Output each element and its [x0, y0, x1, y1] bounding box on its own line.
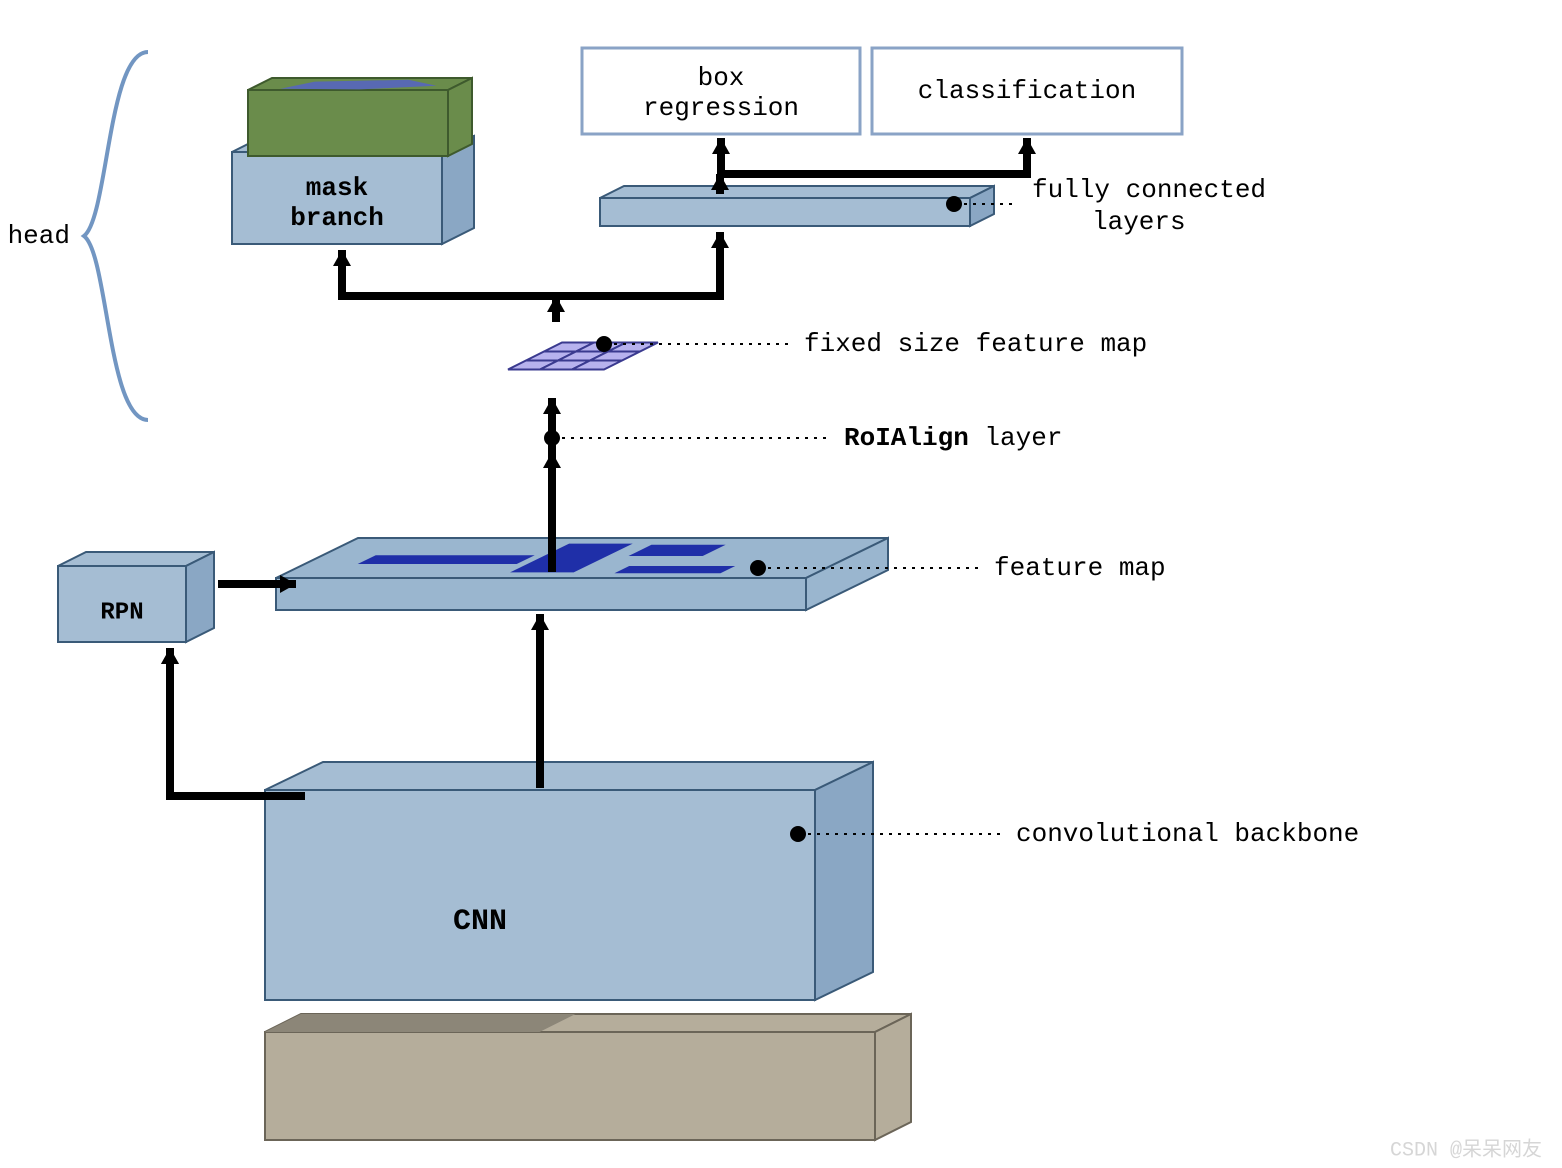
head-label: head [8, 221, 70, 251]
label-fixed-map: fixed size feature map [804, 329, 1147, 359]
arrow-to-mask [333, 250, 556, 296]
arrow-rpn-to-feature [218, 575, 296, 593]
box-reg-label-1: box [698, 63, 745, 93]
head-brace [84, 52, 148, 420]
cnn-label: CNN [453, 905, 507, 939]
cnn-box [265, 762, 873, 1000]
fc-bar [600, 186, 994, 226]
box-reg-label-2: regression [643, 93, 799, 123]
label-fc-2: layers [1092, 207, 1186, 237]
arrow-to-boxreg [712, 138, 730, 174]
label-roialign: RoIAlign layer [844, 423, 1062, 453]
arrow-to-fc [556, 232, 729, 296]
arrow-cnn-to-rpn [161, 648, 305, 796]
rpn-label: RPN [100, 599, 143, 626]
classification-label: classification [918, 76, 1136, 106]
region-proposal [614, 566, 735, 573]
fixed-feature-grid [508, 343, 658, 370]
label-feature-map: feature map [994, 553, 1166, 583]
watermark: CSDN @呆呆网友 [1390, 1137, 1542, 1162]
arrow-roi-to-grid [543, 398, 561, 452]
rpn-box [58, 552, 214, 642]
label-backbone: convolutional backbone [1016, 819, 1359, 849]
mask-label-1: mask [306, 173, 368, 203]
region-proposal [358, 555, 535, 564]
input-image-slab [265, 1014, 911, 1140]
mask-label-2: branch [290, 203, 384, 233]
arrow-to-class [720, 138, 1036, 174]
label-fc-1: fully connected [1032, 175, 1266, 205]
pin-roialign [544, 430, 828, 446]
mask-output-image [248, 78, 472, 156]
